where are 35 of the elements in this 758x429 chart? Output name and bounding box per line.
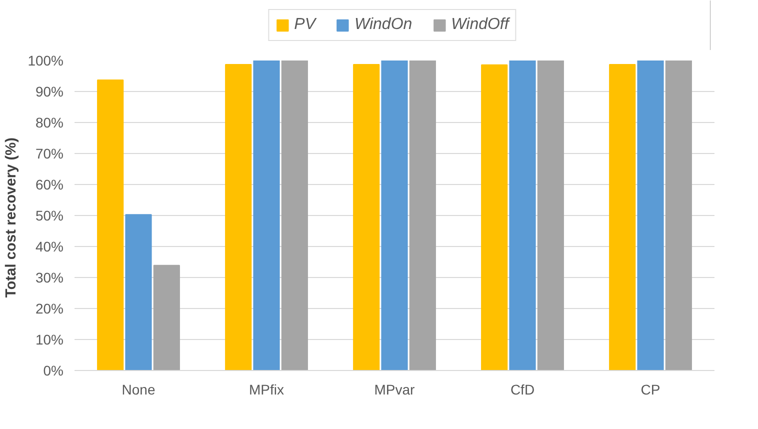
- x-tick-label: MPfix: [249, 382, 284, 398]
- bar: [353, 64, 380, 370]
- y-axis-title: Total cost recovery (%): [4, 137, 20, 298]
- x-tick-label: None: [122, 382, 156, 398]
- y-tick-label: 0%: [43, 362, 64, 378]
- legend-label: WindOff: [451, 16, 509, 34]
- y-tick-label: 60%: [35, 176, 64, 192]
- legend-label: WindOn: [354, 16, 412, 34]
- bar: [253, 60, 280, 370]
- bar: [665, 60, 692, 370]
- bar: [281, 60, 308, 370]
- bar: [537, 60, 564, 370]
- y-tick-label: 30%: [35, 270, 64, 286]
- x-tick-label: MPvar: [374, 382, 416, 398]
- y-tick-label: 20%: [35, 300, 64, 316]
- bar: [637, 60, 664, 370]
- bar: [97, 80, 124, 370]
- x-tick-label: CP: [640, 382, 660, 398]
- x-tick-label: CfD: [510, 382, 535, 398]
- y-tick-label: 70%: [35, 146, 64, 162]
- bar: [409, 60, 436, 370]
- bar: [609, 64, 636, 370]
- y-tick-label: 50%: [35, 208, 64, 224]
- y-tick-label: 10%: [35, 332, 64, 348]
- y-tick-label: 100%: [28, 52, 64, 68]
- legend-label: PV: [294, 16, 316, 34]
- y-tick-label: 40%: [35, 238, 64, 254]
- bar: [509, 60, 536, 370]
- y-tick-label: 90%: [35, 84, 64, 100]
- bar: [153, 264, 180, 370]
- bar: [225, 64, 252, 370]
- bar: [125, 214, 152, 370]
- bar: [381, 60, 408, 370]
- bar: [481, 64, 508, 370]
- y-tick-label: 80%: [35, 114, 64, 130]
